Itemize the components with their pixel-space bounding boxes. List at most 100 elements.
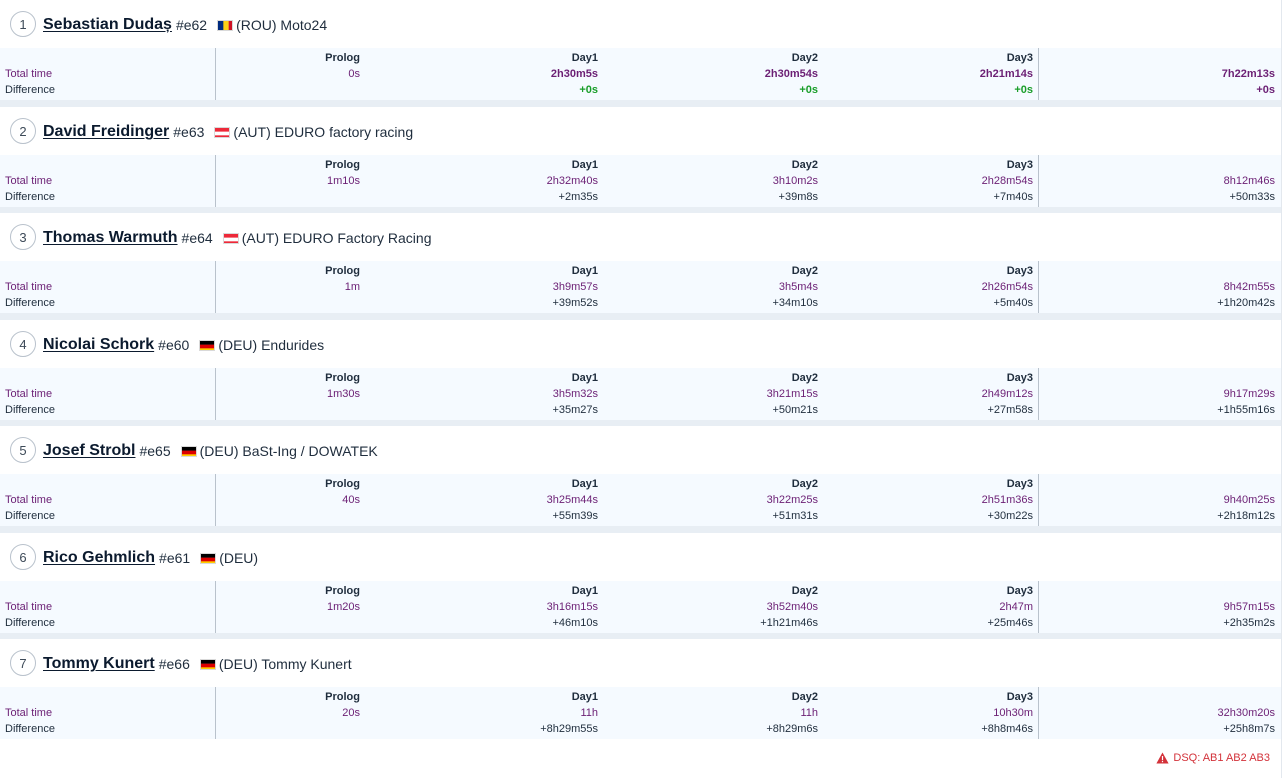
flag-deu-icon	[199, 658, 216, 670]
stage-header: Day2	[791, 691, 818, 703]
column-divider	[1038, 155, 1039, 207]
stage-difference: +27m58s	[987, 404, 1033, 416]
stage-total-time: 20s	[342, 707, 360, 719]
difference-label: Difference	[5, 404, 55, 416]
stage-times-table: Total time Difference Prolog Day1 Day2 Day3 0s…	[0, 48, 1282, 100]
team-name: (DEU)	[219, 550, 259, 566]
stage-difference: +1h21m46s	[760, 617, 818, 629]
stage-difference: +7m40s	[993, 191, 1033, 203]
stage-header: Day2	[791, 159, 818, 171]
rider-info: Tommy Kunert #e66 (DEU) Tommy Kunert	[43, 653, 352, 675]
row-separator	[0, 100, 1282, 107]
flag-deu-icon	[200, 552, 217, 564]
flag-rou-icon	[217, 19, 234, 31]
stage-header: Day1	[571, 691, 598, 703]
rider-name-link[interactable]: Josef Strobl	[43, 442, 136, 459]
bib-number: #e63	[173, 124, 205, 140]
stage-total-time: 11h	[580, 707, 598, 719]
rider-name-link[interactable]: David Freidinger	[43, 123, 170, 140]
rider-info: David Freidinger #e63 (AUT) EDURO factory …	[43, 121, 413, 143]
stage-total-time: 3h25m44s	[546, 494, 598, 506]
column-divider	[1038, 261, 1039, 313]
stage-header: Prolog	[325, 478, 360, 490]
stage-difference: +0s	[1014, 84, 1033, 96]
rider-block: 2 David Freidinger #e63 (AUT) EDURO factory…	[0, 107, 1282, 214]
row-separator	[0, 526, 1282, 533]
column-divider	[215, 48, 216, 100]
flag-deu-icon	[180, 445, 197, 457]
stage-header: Day1	[571, 478, 598, 490]
row-separator	[0, 207, 1282, 214]
stage-difference: +8h29m55s	[540, 723, 598, 735]
position-badge: 5	[10, 437, 36, 463]
total-time-label: Total time	[5, 707, 53, 719]
rider-info: Thomas Warmuth #e64 (AUT) EDURO Factory Ra…	[43, 227, 432, 249]
rider-name-link[interactable]: Thomas Warmuth	[43, 229, 178, 246]
row-separator	[0, 313, 1282, 320]
total-time-label: Total time	[5, 175, 53, 187]
stage-difference: +8h8m46s	[981, 723, 1033, 735]
position-badge: 3	[10, 224, 36, 250]
stage-header: Day3	[1006, 159, 1033, 171]
stage-total-time: 3h5m32s	[552, 388, 598, 400]
column-divider	[215, 687, 216, 739]
column-divider	[215, 581, 216, 633]
rider-block: 1 Sebastian Dudaș #e62 (ROU) Moto24 Total ti…	[0, 0, 1282, 107]
rider-header: 6 Rico Gehmlich #e61 (DEU)	[0, 533, 1282, 581]
stage-header: Prolog	[325, 585, 360, 597]
position-badge: 2	[10, 118, 36, 144]
overall-total-time: 8h12m46s	[1223, 175, 1275, 187]
total-time-label: Total time	[5, 388, 53, 400]
overall-difference: +1h20m42s	[1217, 297, 1275, 309]
stage-header: Prolog	[325, 691, 360, 703]
stage-total-time: 10h30m	[993, 707, 1033, 719]
rider-name-link[interactable]: Nicolai Schork	[43, 336, 155, 353]
rider-block: 7 Tommy Kunert #e66 (DEU) Tommy Kunert Total…	[0, 639, 1282, 746]
rider-name-link[interactable]: Rico Gehmlich	[43, 549, 156, 566]
stage-header: Day2	[791, 52, 818, 64]
rider-info: Rico Gehmlich #e61 (DEU)	[43, 547, 258, 569]
column-divider	[215, 261, 216, 313]
column-divider	[1038, 474, 1039, 526]
team-name: (AUT) EDURO factory racing	[233, 124, 414, 140]
stage-total-time: 2h32m40s	[546, 175, 598, 187]
overall-total-time: 9h17m29s	[1223, 388, 1275, 400]
stage-times-table: Total time Difference Prolog Day1 Day2 Day3 40…	[0, 474, 1282, 526]
total-time-label: Total time	[5, 68, 53, 80]
overall-difference: +2h18m12s	[1217, 510, 1275, 522]
stage-total-time: 2h21m14s	[979, 68, 1033, 80]
stage-difference: +39m8s	[778, 191, 818, 203]
overall-difference: +50m33s	[1229, 191, 1275, 203]
stage-difference: +34m10s	[772, 297, 818, 309]
stage-total-time: 3h22m25s	[766, 494, 818, 506]
flag-deu-icon	[199, 339, 216, 351]
stage-total-time: 2h49m12s	[981, 388, 1033, 400]
team-name: (DEU) Endurides	[218, 337, 325, 353]
stage-total-time: 3h16m15s	[546, 601, 598, 613]
stage-total-time: 3h52m40s	[766, 601, 818, 613]
rider-name-link[interactable]: Tommy Kunert	[43, 655, 155, 672]
stage-difference: +46m10s	[552, 617, 598, 629]
stage-total-time: 2h47m	[999, 601, 1033, 613]
rider-info: Josef Strobl #e65 (DEU) BaSt-Ing / DOWATEK	[43, 440, 378, 462]
rider-name-link[interactable]: Sebastian Dudaș	[43, 16, 172, 33]
stage-difference: +30m22s	[987, 510, 1033, 522]
team-name: (DEU) Tommy Kunert	[218, 656, 352, 672]
rider-block: 4 Nicolai Schork #e60 (DEU) Endurides Total …	[0, 320, 1282, 427]
stage-total-time: 3h10m2s	[772, 175, 818, 187]
overall-difference: +2h35m2s	[1223, 617, 1275, 629]
stage-total-time: 1m20s	[326, 601, 360, 613]
stage-times-table: Total time Difference Prolog Day1 Day2 Day3 1m…	[0, 155, 1282, 207]
stage-header: Day3	[1006, 265, 1033, 277]
stage-header: Day1	[571, 265, 598, 277]
team-name: (DEU) BaSt-Ing / DOWATEK	[199, 443, 378, 459]
rider-info: Nicolai Schork #e60 (DEU) Endurides	[43, 334, 324, 356]
warning-icon	[1156, 752, 1169, 764]
stage-total-time: 40s	[342, 494, 360, 506]
stage-header: Day2	[791, 265, 818, 277]
stage-total-time: 0s	[348, 68, 360, 80]
total-time-label: Total time	[5, 601, 53, 613]
total-time-label: Total time	[5, 281, 53, 293]
stage-total-time: 2h30m5s	[550, 68, 598, 80]
